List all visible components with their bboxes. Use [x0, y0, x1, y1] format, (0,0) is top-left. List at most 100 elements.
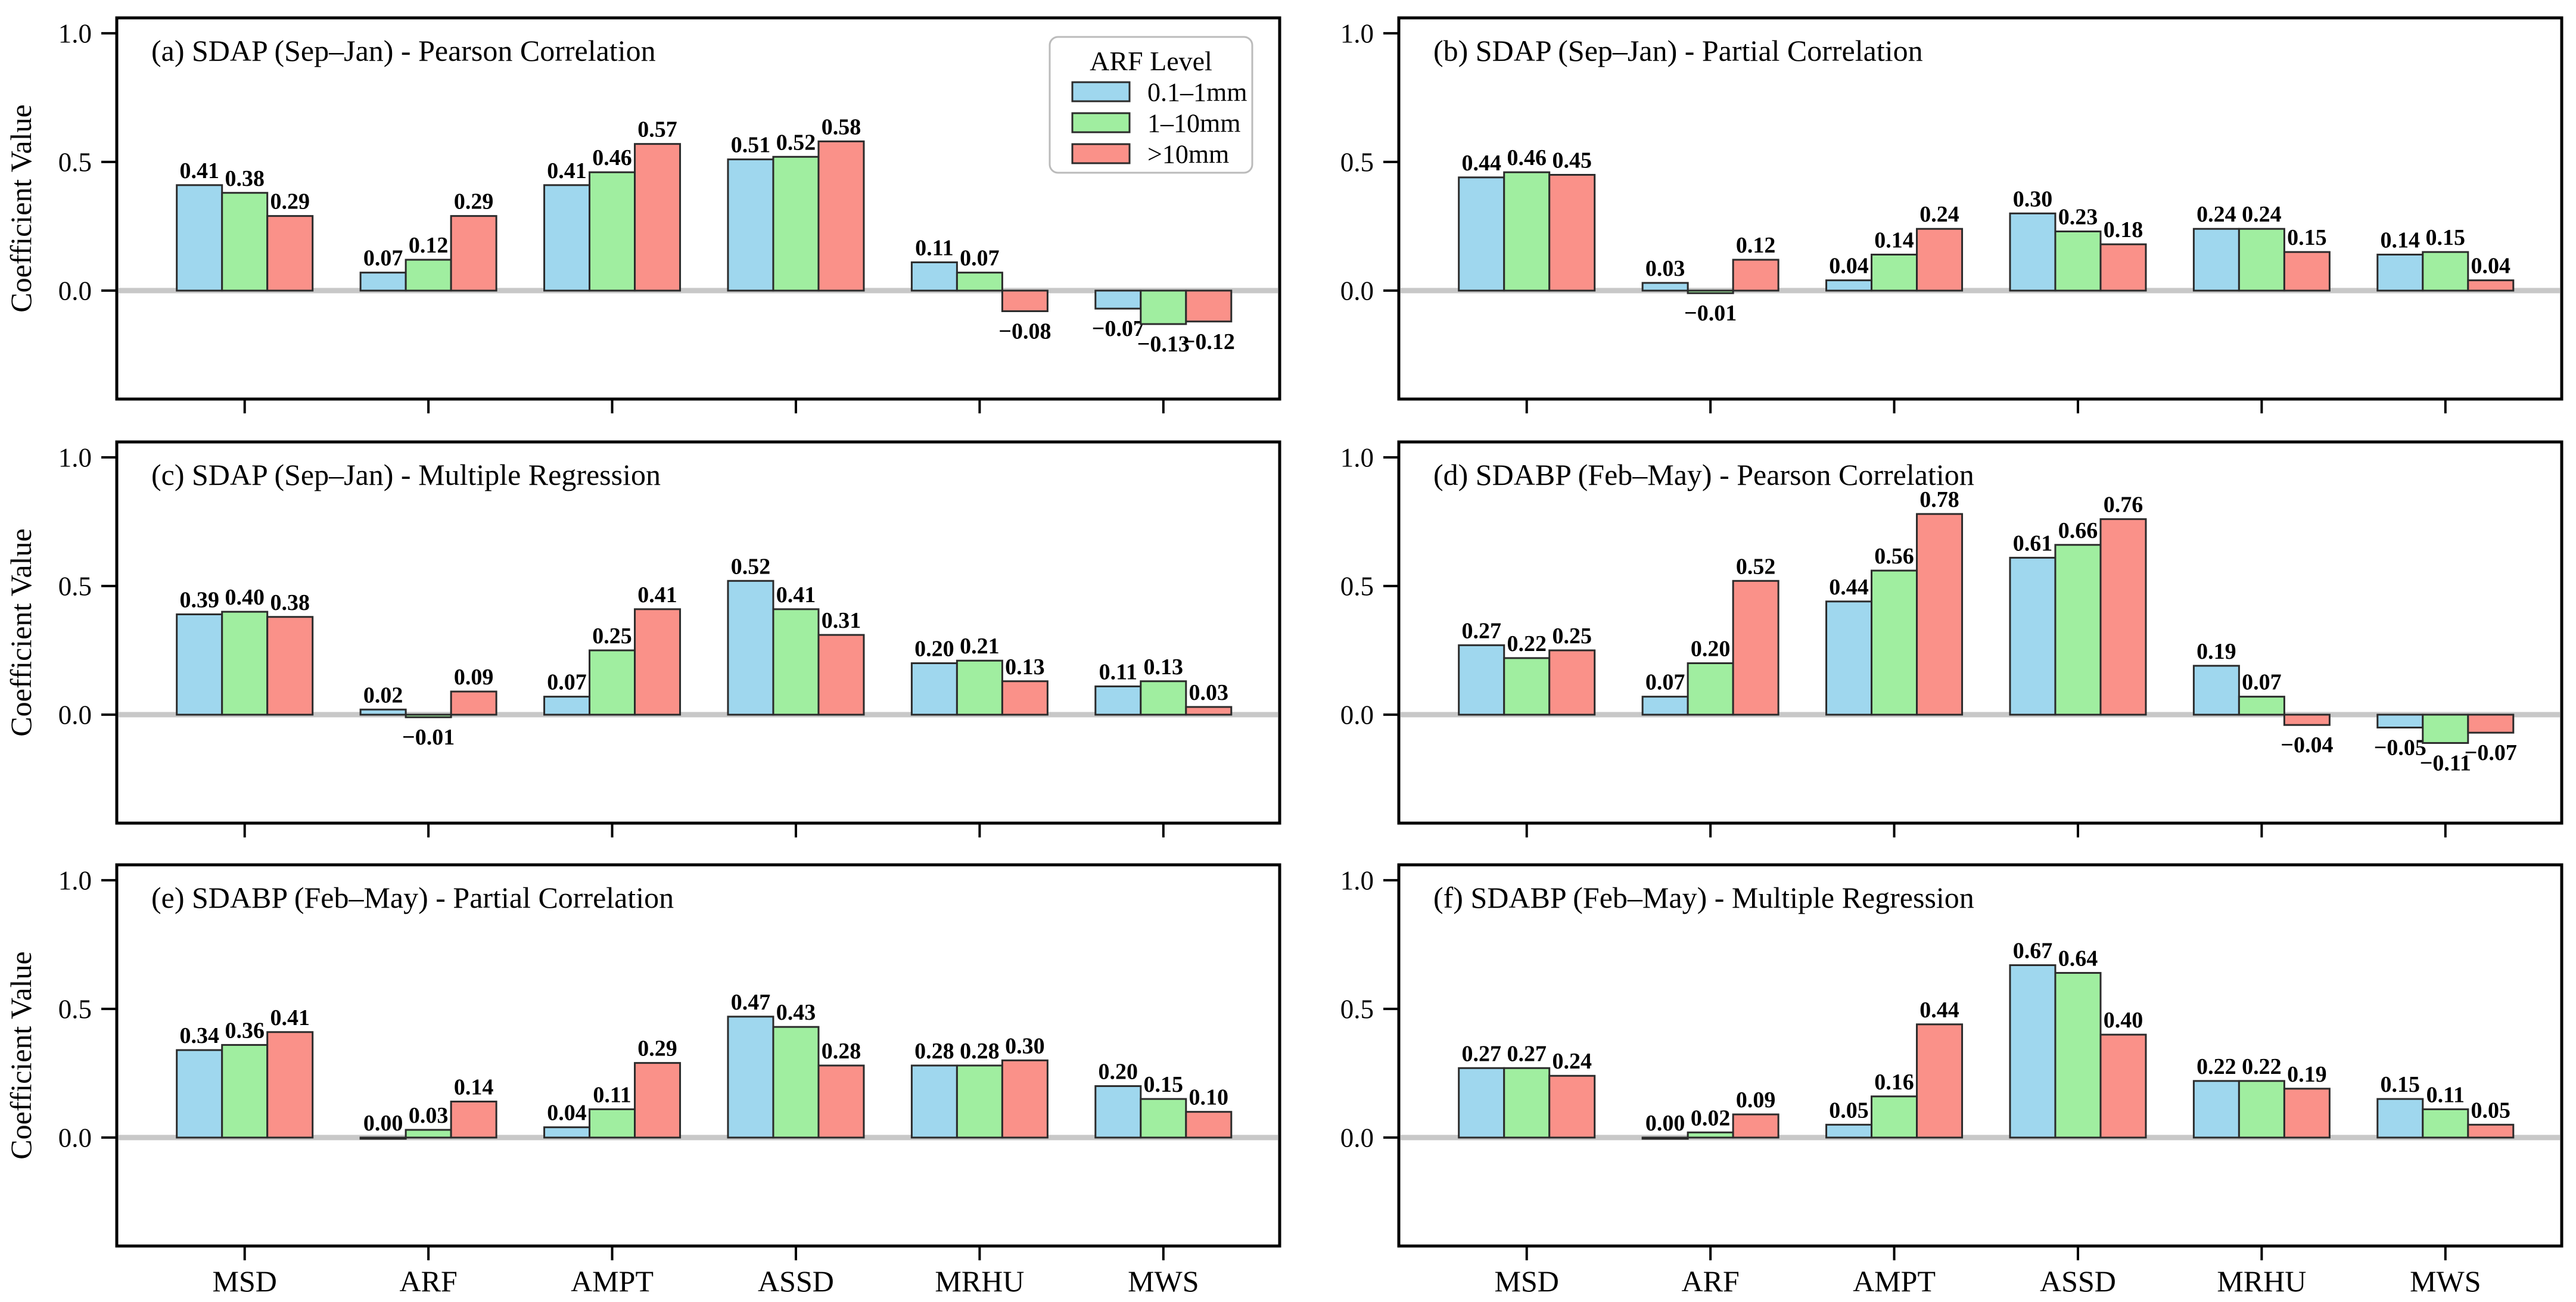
- bar-ampt-0.1–1mm: [1825, 600, 1873, 716]
- bar-value-label: 0.07: [363, 246, 403, 271]
- x-category-label: MWS: [1128, 1264, 1199, 1298]
- y-tick-label: 0.0: [58, 276, 92, 306]
- y-tick-label: 1.0: [1340, 19, 1374, 49]
- bar-value-label: 0.27: [1461, 618, 1501, 643]
- y-tick-label: 1.0: [58, 19, 92, 49]
- bar-mrhu-0.1–1mm: [910, 261, 958, 292]
- bar-value-label: 0.04: [547, 1101, 587, 1126]
- bar-value-label: 0.76: [2104, 493, 2143, 518]
- bar-value-label: 0.30: [2013, 186, 2053, 211]
- bar-mws->10mm: [1185, 1111, 1233, 1139]
- bar-ampt-1–10mm: [589, 649, 636, 716]
- bar-assd-0.1–1mm: [2009, 212, 2057, 292]
- bar-value-label: 0.15: [2287, 225, 2327, 250]
- bar-msd-1–10mm: [221, 1044, 269, 1139]
- bar-value-label: 0.25: [592, 624, 632, 649]
- bar-assd->10mm: [2099, 1033, 2147, 1139]
- bar-mrhu->10mm: [1001, 1059, 1049, 1139]
- bar-value-label: 0.27: [1507, 1041, 1547, 1066]
- bar-value-label: −0.07: [1092, 316, 1144, 341]
- bar-value-label: −0.08: [998, 319, 1051, 344]
- bar-assd->10mm: [2099, 518, 2147, 716]
- x-category-label: AMPT: [571, 1264, 654, 1298]
- bar-assd-0.1–1mm: [2009, 556, 2057, 716]
- legend-swatch->10mm: [1071, 143, 1131, 164]
- bar-value-label: 0.40: [225, 585, 265, 610]
- bar-value-label: 0.20: [1691, 637, 1731, 662]
- x-category-label: MRHU: [935, 1264, 1024, 1298]
- bar-value-label: 0.45: [1552, 148, 1592, 173]
- bar-mws->10mm: [1185, 289, 1233, 323]
- bar-mrhu-1–10mm: [956, 659, 1003, 716]
- bar-arf-0.1–1mm: [359, 708, 407, 716]
- bar-msd-0.1–1mm: [1458, 1067, 1505, 1139]
- panel-border: [115, 440, 1281, 825]
- bar-msd-0.1–1mm: [1458, 176, 1505, 292]
- bar-value-label: 0.41: [547, 158, 587, 183]
- bar-assd->10mm: [2099, 243, 2147, 292]
- bar-mws-1–10mm: [1140, 1098, 1187, 1139]
- bar-value-label: 0.20: [914, 637, 954, 662]
- y-tick-label: 0.0: [1340, 1123, 1374, 1153]
- bar-value-label: 0.05: [1829, 1098, 1869, 1123]
- y-tick-label: 0.5: [1340, 148, 1374, 177]
- bar-value-label: 0.47: [731, 990, 771, 1015]
- bar-mws-0.1–1mm: [1094, 1085, 1142, 1139]
- bar-arf-1–10mm: [1687, 289, 1734, 294]
- bar-value-label: 0.38: [270, 590, 310, 615]
- bar-value-label: 0.04: [2471, 254, 2511, 279]
- bar-value-label: 0.34: [179, 1023, 219, 1048]
- bar-mrhu-1–10mm: [956, 272, 1003, 292]
- y-tick-label: 1.0: [1340, 866, 1374, 896]
- bar-value-label: −0.04: [2281, 733, 2333, 758]
- bar-ampt->10mm: [634, 143, 682, 292]
- bar-assd-0.1–1mm: [2009, 964, 2057, 1139]
- bar-msd->10mm: [1548, 174, 1596, 292]
- bar-msd->10mm: [1548, 1074, 1596, 1139]
- y-tick-label: 1.0: [1340, 443, 1374, 473]
- panel-border: [1397, 440, 2563, 825]
- y-tick-label: 1.0: [58, 866, 92, 896]
- bar-arf->10mm: [1732, 258, 1779, 292]
- bar-msd-1–10mm: [1503, 1067, 1551, 1139]
- bar-msd-0.1–1mm: [176, 1049, 223, 1139]
- bar-value-label: 0.43: [776, 1000, 816, 1025]
- bar-value-label: 0.28: [914, 1039, 954, 1064]
- x-category-label: AMPT: [1853, 1264, 1936, 1298]
- y-axis-label: Coefficient Value: [4, 104, 38, 312]
- legend-label: 0.1–1mm: [1147, 77, 1247, 107]
- panel-title-e: (e) SDABP (Feb–May) - Partial Correlatio…: [151, 881, 674, 914]
- bar-mws-1–10mm: [2422, 1108, 2469, 1139]
- bar-mrhu->10mm: [1001, 680, 1049, 716]
- bar-msd->10mm: [266, 616, 314, 716]
- bar-value-label: 0.18: [2104, 217, 2143, 242]
- bar-value-label: 0.12: [409, 233, 449, 258]
- bar-mws->10mm: [2467, 1123, 2515, 1139]
- bar-assd-1–10mm: [772, 1026, 820, 1139]
- bar-ampt->10mm: [634, 1062, 682, 1139]
- bar-value-label: 0.58: [822, 114, 861, 139]
- bar-mrhu-0.1–1mm: [2192, 665, 2240, 716]
- bar-value-label: 0.24: [1552, 1049, 1592, 1074]
- panel-title-a: (a) SDAP (Sep–Jan) - Pearson Correlation: [151, 34, 656, 67]
- bar-msd-1–10mm: [1503, 171, 1551, 292]
- y-tick-label: 0.5: [58, 148, 92, 177]
- bar-mrhu->10mm: [2283, 714, 2331, 726]
- bar-mrhu->10mm: [2283, 251, 2331, 292]
- legend-label: >10mm: [1147, 139, 1229, 169]
- bar-value-label: 0.14: [2381, 228, 2421, 253]
- bar-arf-1–10mm: [405, 714, 452, 718]
- bar-msd-1–10mm: [221, 610, 269, 716]
- bar-mws->10mm: [1185, 706, 1233, 716]
- bar-value-label: 0.44: [1919, 998, 1959, 1023]
- bar-mws-0.1–1mm: [2376, 1098, 2424, 1139]
- bar-arf-0.1–1mm: [1641, 1136, 1689, 1140]
- y-tick-label: 0.0: [1340, 276, 1374, 306]
- bar-ampt-0.1–1mm: [543, 696, 591, 716]
- y-axis-label: Coefficient Value: [4, 528, 38, 736]
- bar-value-label: 0.44: [1829, 575, 1869, 600]
- bar-msd->10mm: [266, 1031, 314, 1139]
- bar-arf->10mm: [450, 1100, 497, 1139]
- bar-value-label: 0.23: [2058, 205, 2098, 230]
